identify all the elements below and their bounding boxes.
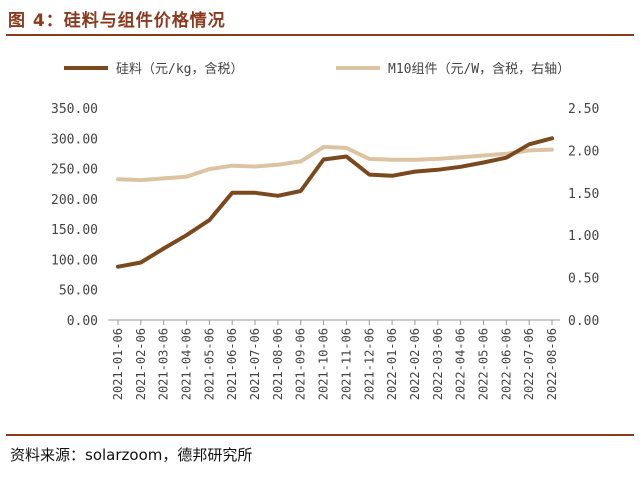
right-tick-label: 0.00 [568, 314, 599, 329]
x-tick-label: 2021-09-06 [294, 328, 308, 400]
x-tick-label: 2021-03-06 [157, 328, 171, 400]
x-tick-label: 2022-07-06 [522, 328, 536, 400]
x-tick-label: 2022-04-06 [454, 328, 468, 400]
right-tick-label: 1.50 [568, 187, 599, 202]
left-tick-label: 150.00 [51, 223, 98, 238]
x-tick-label: 2021-05-06 [202, 328, 216, 400]
x-tick-label: 2021-11-06 [339, 328, 353, 400]
m10-module-price-line [116, 145, 554, 183]
series-lines [116, 136, 554, 269]
x-tick-label: 2022-01-06 [385, 328, 399, 400]
source-note: 资料来源：solarzoom，德邦研究所 [10, 446, 253, 464]
silicon-price-line [116, 136, 554, 269]
left-tick-label: 0.00 [67, 314, 98, 329]
x-tick-label: 2022-05-06 [476, 328, 490, 400]
x-tick-label: 2022-03-06 [431, 328, 445, 400]
left-tick-label: 50.00 [59, 284, 98, 299]
right-axis: 0.00 0.50 1.00 1.50 2.00 2.50 [568, 102, 599, 329]
left-axis: 0.00 50.00 100.00 150.00 200.00 250.00 300.00 3… [51, 102, 98, 329]
x-tick-label: 2021-01-06 [111, 328, 125, 400]
right-tick-label: 2.50 [568, 102, 599, 117]
left-tick-label: 100.00 [51, 253, 98, 268]
right-tick-label: 2.00 [568, 144, 599, 159]
title-divider [6, 34, 634, 36]
x-tick-label: 2021-12-06 [362, 328, 376, 400]
legend: 硅料（元/kg，含税） M10组件（元/W，含税，右轴） [64, 61, 570, 77]
right-tick-label: 1.00 [568, 229, 599, 244]
legend-label: 硅料（元/kg，含税） [116, 61, 243, 77]
x-tick-label: 2021-02-06 [134, 328, 148, 400]
left-tick-label: 200.00 [51, 193, 98, 208]
legend-label: M10组件（元/W，含税，右轴） [388, 61, 570, 77]
x-tick-label: 2021-07-06 [248, 328, 262, 400]
x-tick-label: 2021-04-06 [180, 328, 194, 400]
x-tick-label: 2021-08-06 [271, 328, 285, 400]
right-tick-label: 0.50 [568, 272, 599, 287]
footer-divider [6, 434, 634, 436]
x-tick-label: 2022-08-06 [545, 328, 559, 400]
x-tick-label: 2022-06-06 [499, 328, 513, 400]
x-axis: 2021-01-06 2021-02-06 2021-03-06 2021-04-06… [111, 320, 559, 400]
chart-title: 图 4：硅料与组件价格情况 [8, 11, 226, 31]
left-tick-label: 300.00 [51, 132, 98, 147]
left-tick-label: 350.00 [51, 102, 98, 117]
x-tick-label: 2022-02-06 [408, 328, 422, 400]
x-tick-label: 2021-06-06 [225, 328, 239, 400]
x-tick-label: 2021-10-06 [317, 328, 331, 400]
left-tick-label: 250.00 [51, 163, 98, 178]
